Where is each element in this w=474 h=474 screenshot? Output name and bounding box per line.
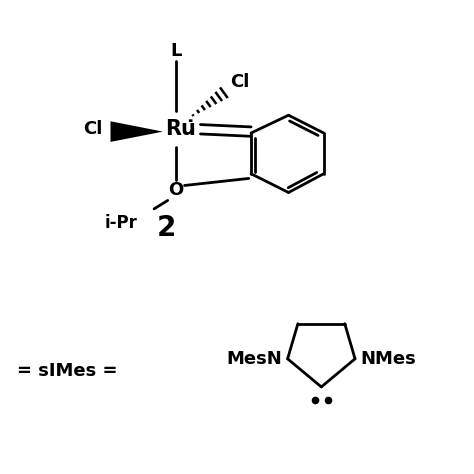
Text: = sIMes =: = sIMes = [17, 362, 118, 380]
Text: Ru̇: Ru̇ [165, 119, 196, 139]
Text: Cl: Cl [230, 73, 250, 91]
Text: L: L [171, 42, 182, 60]
Text: Cl: Cl [83, 120, 102, 138]
Text: O: O [168, 181, 184, 199]
Polygon shape [110, 121, 163, 142]
Text: 2: 2 [157, 214, 176, 242]
Text: NMes: NMes [361, 350, 417, 368]
Text: i-Pr: i-Pr [105, 214, 137, 232]
Text: MesN: MesN [226, 350, 282, 368]
